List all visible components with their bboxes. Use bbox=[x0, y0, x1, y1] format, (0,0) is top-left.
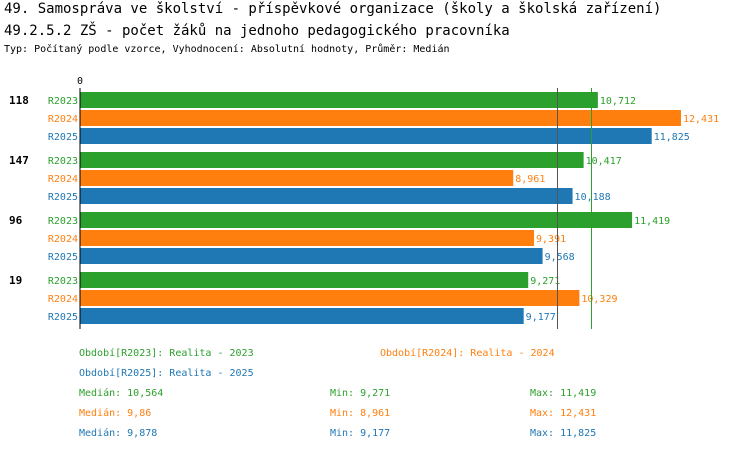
bar-r2025-96 bbox=[80, 248, 543, 264]
data-label: 10,712 bbox=[600, 96, 636, 107]
bar-r2023-96 bbox=[80, 212, 633, 228]
bar-r2025-118 bbox=[80, 128, 652, 144]
category-label: 118 bbox=[9, 94, 29, 107]
stat-min-r2023: Min: 9,271 bbox=[330, 388, 391, 399]
bar-chart: 0 118 R2023 10,712 R2024 12,431 R2025 11,825 147… bbox=[9, 76, 719, 329]
stat-min-r2025: Min: 9,177 bbox=[330, 428, 391, 439]
stat-median-r2025: Medián: 9,878 bbox=[79, 428, 158, 439]
series-row-label: R2023 bbox=[48, 96, 78, 107]
bar-r2025-19 bbox=[80, 308, 524, 324]
series-row-label: R2025 bbox=[48, 192, 78, 203]
series-row-label: R2025 bbox=[48, 312, 78, 323]
series-row-label: R2024 bbox=[48, 114, 78, 125]
bar-r2023-147 bbox=[80, 152, 584, 168]
data-label: 8,961 bbox=[515, 174, 545, 185]
legend-r2025: Období[R2025]: Realita - 2025 bbox=[79, 368, 254, 379]
series-row-label: R2023 bbox=[48, 156, 78, 167]
bar-r2024-118 bbox=[80, 110, 681, 126]
series-row-label: R2025 bbox=[48, 132, 78, 143]
stat-median-r2023: Medián: 10,564 bbox=[79, 388, 164, 399]
data-label: 9,271 bbox=[530, 276, 560, 287]
category-label: 19 bbox=[9, 274, 22, 287]
bar-r2024-147 bbox=[80, 170, 514, 186]
category-label: 147 bbox=[9, 154, 29, 167]
bar-r2024-19 bbox=[80, 290, 580, 306]
series-row-label: R2024 bbox=[48, 234, 78, 245]
data-label: 10,417 bbox=[586, 156, 622, 167]
series-row-label: R2025 bbox=[48, 252, 78, 263]
data-label: 9,568 bbox=[545, 252, 575, 263]
stat-max-r2024: Max: 12,431 bbox=[530, 408, 597, 419]
data-label: 10,329 bbox=[581, 294, 617, 305]
series-row-label: R2024 bbox=[48, 174, 78, 185]
stat-median-r2024: Medián: 9,86 bbox=[79, 408, 152, 419]
data-label: 11,419 bbox=[634, 216, 670, 227]
stat-max-r2025: Max: 11,825 bbox=[530, 428, 597, 439]
data-label: 10,188 bbox=[575, 192, 611, 203]
bar-r2023-118 bbox=[80, 92, 598, 108]
legend-r2024: Období[R2024]: Realita - 2024 bbox=[380, 348, 555, 359]
chart-title: 49. Samospráva ve školství - příspěvkové… bbox=[4, 1, 662, 17]
data-label: 12,431 bbox=[683, 114, 719, 125]
bar-r2025-147 bbox=[80, 188, 573, 204]
data-label: 11,825 bbox=[654, 132, 690, 143]
data-label: 9,391 bbox=[536, 234, 566, 245]
category-label: 96 bbox=[9, 214, 23, 227]
bar-r2024-96 bbox=[80, 230, 535, 246]
bar-r2023-19 bbox=[80, 272, 529, 288]
series-row-label: R2024 bbox=[48, 294, 78, 305]
legend-r2023: Období[R2023]: Realita - 2023 bbox=[79, 348, 254, 359]
stat-max-r2023: Max: 11,419 bbox=[530, 388, 597, 399]
stat-min-r2024: Min: 8,961 bbox=[330, 408, 391, 419]
data-label: 9,177 bbox=[526, 312, 556, 323]
series-row-label: R2023 bbox=[48, 276, 78, 287]
axis-zero-label: 0 bbox=[77, 76, 83, 87]
chart-subtitle-code: 49.2.5.2 ZŠ - počet žáků na jednoho peda… bbox=[4, 23, 510, 39]
chart-type-description: Typ: Počítaný podle vzorce, Vyhodnocení:… bbox=[4, 44, 450, 55]
series-row-label: R2023 bbox=[48, 216, 78, 227]
